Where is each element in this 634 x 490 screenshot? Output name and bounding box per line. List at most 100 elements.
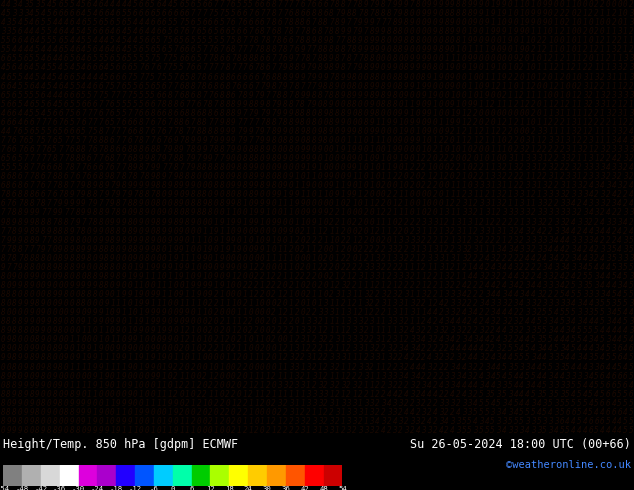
Text: 5: 5 — [41, 18, 46, 27]
Text: 6: 6 — [191, 46, 195, 54]
Text: 1: 1 — [375, 218, 380, 226]
Text: 5: 5 — [110, 36, 115, 45]
Text: 0: 0 — [340, 199, 346, 208]
Text: 0: 0 — [277, 263, 282, 272]
Text: 8: 8 — [231, 100, 236, 109]
Text: 8: 8 — [105, 145, 109, 154]
Text: 0: 0 — [219, 272, 224, 281]
Text: 3: 3 — [444, 317, 449, 326]
Text: 8: 8 — [271, 82, 276, 91]
Text: 0: 0 — [254, 254, 259, 263]
Text: 7: 7 — [168, 163, 172, 172]
Text: 1: 1 — [249, 408, 253, 417]
Text: 9: 9 — [364, 46, 368, 54]
Text: 2: 2 — [202, 344, 207, 353]
Text: 9: 9 — [133, 163, 138, 172]
Text: 8: 8 — [318, 9, 322, 18]
Text: 2: 2 — [404, 218, 409, 226]
Text: 2: 2 — [450, 163, 455, 172]
Text: 7: 7 — [162, 145, 167, 154]
Text: 0: 0 — [64, 299, 68, 308]
Text: 7: 7 — [260, 118, 264, 127]
Text: 3: 3 — [444, 353, 449, 363]
Text: 2: 2 — [288, 281, 294, 290]
Text: 8: 8 — [392, 54, 397, 63]
Text: 2: 2 — [444, 426, 449, 435]
Text: 8: 8 — [225, 118, 230, 127]
Text: 6: 6 — [214, 109, 219, 118]
Text: 6: 6 — [208, 18, 212, 27]
Text: 7: 7 — [127, 172, 132, 181]
Text: 2: 2 — [583, 46, 587, 54]
Text: 8: 8 — [116, 226, 120, 236]
Text: 2: 2 — [612, 9, 616, 18]
Text: 9: 9 — [105, 236, 109, 245]
Text: 9: 9 — [58, 299, 63, 308]
Text: 0: 0 — [375, 163, 380, 172]
Text: 0: 0 — [548, 9, 553, 18]
Text: 1: 1 — [127, 272, 132, 281]
Text: 1: 1 — [588, 73, 593, 81]
Text: 1: 1 — [301, 399, 305, 408]
Text: 0: 0 — [542, 82, 547, 91]
Text: 8: 8 — [433, 64, 437, 73]
Text: 0: 0 — [249, 344, 253, 353]
Text: 2: 2 — [364, 317, 368, 326]
Text: 3: 3 — [600, 199, 605, 208]
Text: 1: 1 — [600, 64, 605, 73]
Text: 8: 8 — [301, 36, 305, 45]
Text: 2: 2 — [375, 381, 380, 390]
Text: 4: 4 — [554, 254, 559, 263]
Text: 7: 7 — [6, 245, 11, 254]
Text: 1: 1 — [618, 54, 622, 63]
Text: 3: 3 — [571, 190, 576, 199]
Text: 1: 1 — [98, 371, 103, 381]
Text: 9: 9 — [288, 73, 294, 81]
Text: 2: 2 — [422, 172, 426, 181]
Text: 8: 8 — [306, 109, 311, 118]
Text: 2: 2 — [485, 344, 489, 353]
Text: 1: 1 — [70, 381, 74, 390]
Text: 2: 2 — [358, 245, 363, 254]
Text: 4: 4 — [439, 335, 443, 344]
Text: 3: 3 — [410, 236, 415, 245]
Text: 4: 4 — [145, 27, 149, 36]
Text: 2: 2 — [208, 326, 212, 335]
Text: 9: 9 — [266, 82, 270, 91]
Text: 9: 9 — [122, 245, 126, 254]
Text: 2: 2 — [623, 127, 628, 136]
Text: 9: 9 — [179, 199, 184, 208]
Text: 2: 2 — [473, 118, 478, 127]
Text: 9: 9 — [231, 127, 236, 136]
Text: 9: 9 — [47, 226, 51, 236]
Text: 1: 1 — [162, 299, 167, 308]
Text: 1: 1 — [312, 226, 316, 236]
Text: 1: 1 — [202, 399, 207, 408]
Text: 1: 1 — [370, 381, 374, 390]
Text: 3: 3 — [618, 263, 622, 272]
Text: 0: 0 — [260, 308, 264, 317]
Text: 2: 2 — [479, 290, 484, 299]
Text: 2: 2 — [508, 236, 512, 245]
Text: 1: 1 — [156, 399, 161, 408]
Text: 1: 1 — [288, 263, 294, 272]
Text: 4: 4 — [485, 417, 489, 426]
Text: 4: 4 — [548, 263, 553, 272]
Text: 0: 0 — [145, 199, 149, 208]
Text: 7: 7 — [254, 118, 259, 127]
Text: 5: 5 — [623, 390, 628, 399]
Text: 2: 2 — [214, 299, 219, 308]
Text: 5: 5 — [542, 326, 547, 335]
Text: 4: 4 — [605, 226, 611, 236]
Text: 4: 4 — [612, 190, 616, 199]
Text: 0: 0 — [225, 426, 230, 435]
Text: 1: 1 — [150, 399, 155, 408]
Text: 0: 0 — [277, 226, 282, 236]
Text: 7: 7 — [174, 46, 178, 54]
Text: 8: 8 — [318, 36, 322, 45]
Text: 0: 0 — [249, 226, 253, 236]
Text: 4: 4 — [133, 18, 138, 27]
Text: 0: 0 — [387, 73, 391, 81]
Text: 9: 9 — [485, 91, 489, 99]
Text: 7: 7 — [35, 145, 40, 154]
